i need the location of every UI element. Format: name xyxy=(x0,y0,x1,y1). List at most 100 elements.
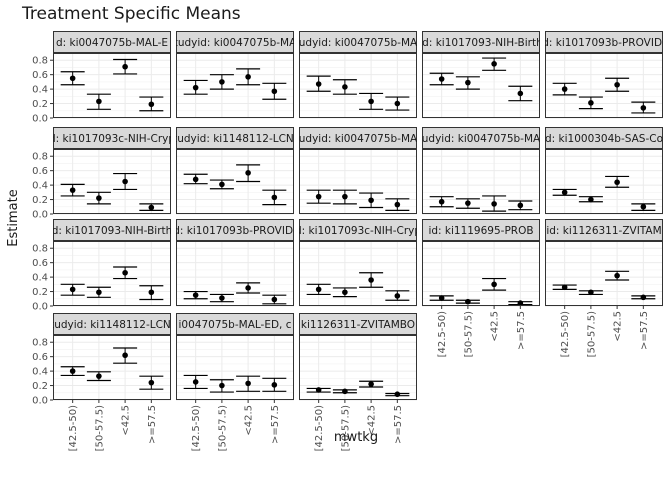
y-tick-label: 0.2 xyxy=(32,287,48,298)
facet-strip-label: id: ki1126311-ZVITAM xyxy=(546,225,661,237)
facet-panel: id: ki1017093b-PROVIDE xyxy=(539,31,668,119)
estimate-point xyxy=(588,196,594,203)
estimate-point xyxy=(219,79,225,85)
estimate-point xyxy=(588,100,594,106)
estimate-point xyxy=(368,98,374,105)
estimate-point xyxy=(614,81,620,88)
estimate-point xyxy=(561,284,568,291)
facet-panel: i0047075b-MAL-ED, c [42.5-50) [50-57.5) <42… xyxy=(176,313,294,451)
estimate-point xyxy=(368,197,374,204)
facet-strip-label: id: ki1119695-PROB xyxy=(428,225,533,237)
x-tick-label: >=57.5 xyxy=(270,405,281,444)
facet-panel: tudyid: ki1148112-LCNI 0.0 0.2 0.4 0.6 0.8 [42… xyxy=(32,313,171,452)
y-tick-label: 0.6 xyxy=(32,70,48,81)
estimate-point xyxy=(69,368,76,374)
panel-border xyxy=(53,241,171,306)
facet-panel: id: ki1017093b-PROVIDE xyxy=(176,219,294,307)
estimate-point xyxy=(368,381,374,387)
facet-strip xyxy=(53,219,171,241)
facet-strip xyxy=(53,31,171,53)
estimate-point xyxy=(394,201,401,208)
panel-border xyxy=(545,149,663,214)
estimate-point xyxy=(192,292,199,298)
facet-strip-label: id: ki1017093b-PROVIDE xyxy=(539,37,668,49)
estimate-point xyxy=(219,295,225,301)
x-tick-label: [50-57.5) xyxy=(340,405,351,452)
estimate-point xyxy=(315,387,322,393)
estimate-point xyxy=(315,81,322,87)
x-tick-label: <42.5 xyxy=(490,311,501,342)
y-tick-label: 0.6 xyxy=(32,258,48,269)
facet-strip xyxy=(176,127,294,149)
estimate-point xyxy=(368,277,374,283)
panel-border xyxy=(53,149,171,214)
y-tick-label: 0.2 xyxy=(32,195,48,206)
panel-background xyxy=(176,335,294,400)
estimate-point xyxy=(491,61,497,67)
estimate-point xyxy=(394,293,401,299)
y-tick-label: 0.4 xyxy=(32,181,48,192)
estimate-point xyxy=(148,379,155,386)
facet-strip xyxy=(299,31,417,53)
estimate-point xyxy=(342,84,348,90)
panel-border xyxy=(299,53,417,118)
panel-background xyxy=(422,53,540,118)
estimate-point xyxy=(122,269,128,276)
y-tick-label: 0.8 xyxy=(32,338,48,349)
facet-strip xyxy=(176,219,294,241)
facet-panel: id: ki1017093-NIH-Birth xyxy=(422,31,540,119)
x-tick-label: [42.5-50) xyxy=(314,405,325,452)
estimate-point xyxy=(271,382,278,388)
x-tick-label: [50-57.5) xyxy=(94,405,105,452)
facet-strip xyxy=(53,127,171,149)
estimate-point xyxy=(148,289,155,296)
y-tick-label: 0.8 xyxy=(32,244,48,255)
panel-border xyxy=(176,149,294,214)
facet-strip xyxy=(545,219,663,241)
x-tick-label: <42.5 xyxy=(121,405,132,436)
estimate-point xyxy=(561,86,568,92)
estimate-point xyxy=(271,194,278,201)
estimate-point xyxy=(438,295,445,301)
y-tick-label: 0.0 xyxy=(32,302,48,313)
facet-panel: tudyid: ki0047075b-MA xyxy=(176,31,294,119)
facet-strip xyxy=(299,127,417,149)
x-tick-label: [50-57.5) xyxy=(586,311,597,358)
estimate-point xyxy=(561,189,568,196)
estimate-point xyxy=(588,289,594,296)
x-tick-label: <42.5 xyxy=(367,405,378,436)
estimate-point xyxy=(614,179,620,186)
estimate-point xyxy=(122,352,128,359)
facet-strip-label: d: ki0047075b-MAL-E xyxy=(56,37,168,49)
facet-strip-label: d: ki1017093-NIH-Birth xyxy=(52,225,173,237)
estimate-point xyxy=(245,285,251,291)
estimate-point xyxy=(96,195,102,201)
estimate-point xyxy=(122,63,128,70)
estimate-point xyxy=(640,203,647,210)
panel-border xyxy=(299,149,417,214)
x-tick-label: [42.5-50) xyxy=(437,311,448,358)
y-tick-label: 0.4 xyxy=(32,367,48,378)
facet-strip-label: udyid: ki0047075b-MA xyxy=(422,133,541,145)
facet-panel: d: ki1017093c-NIH-Cryp xyxy=(299,219,417,307)
estimate-point xyxy=(342,388,348,395)
facet-strip xyxy=(299,313,417,335)
x-tick-label: [50-57.5) xyxy=(463,311,474,358)
estimate-point xyxy=(192,379,199,385)
facet-panel: id: ki1126311-ZVITAM [42.5-50) [50-57.5) <4… xyxy=(545,219,663,358)
estimate-point xyxy=(315,286,322,293)
estimate-point xyxy=(271,296,278,303)
panel-background xyxy=(53,335,171,400)
panel-border xyxy=(545,53,663,118)
panel-border xyxy=(53,53,171,118)
facet-strip-label: d: ki1000304b-SAS-Co xyxy=(545,133,663,145)
estimate-point xyxy=(271,88,278,95)
y-tick-label: 0.4 xyxy=(32,85,48,96)
facet-strip xyxy=(176,31,294,53)
estimate-point xyxy=(640,294,647,301)
panel-border xyxy=(422,149,540,214)
panel-border xyxy=(299,335,417,400)
y-axis-title: Estimate xyxy=(6,189,21,246)
facet-panel: d: ki1017093c-NIH-Cryp 0.0 0.2 0.4 0.6 0.8 xyxy=(32,127,171,221)
